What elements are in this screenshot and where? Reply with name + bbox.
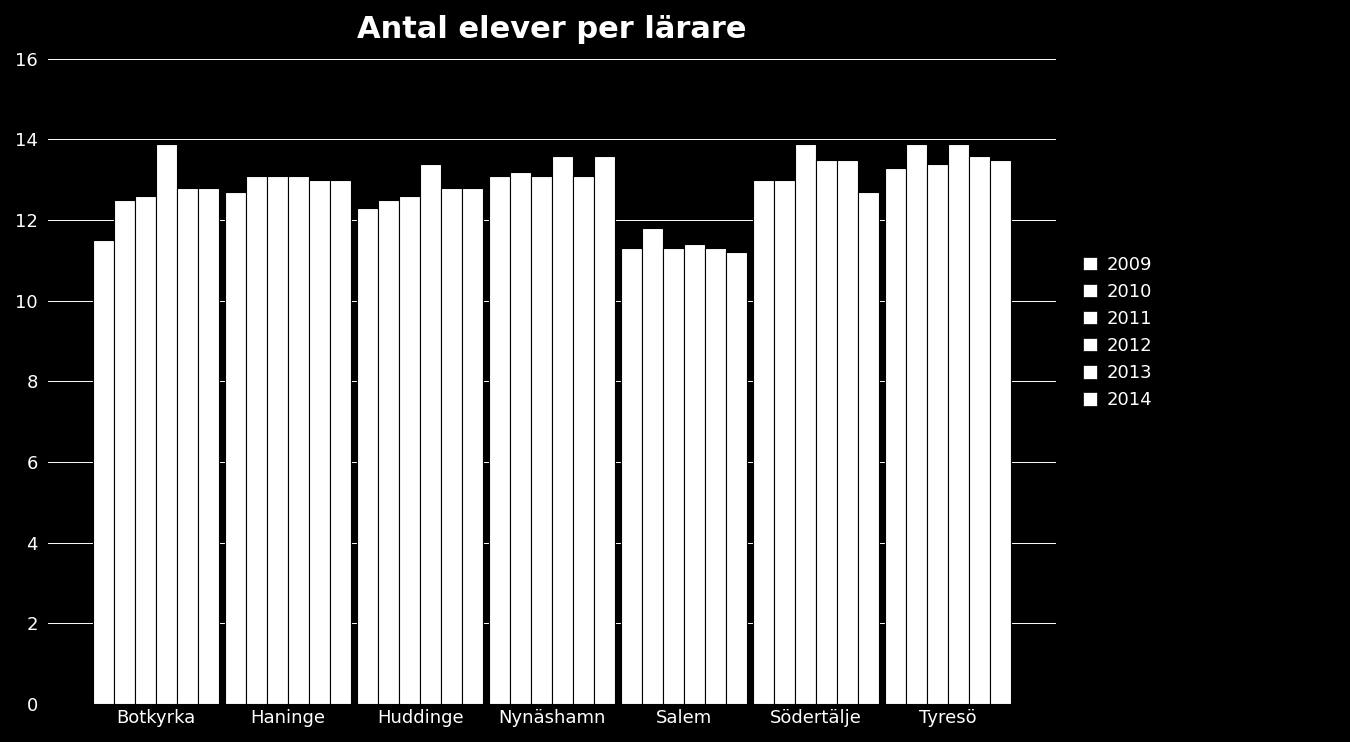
Bar bbox=[177, 188, 198, 704]
Bar bbox=[358, 208, 378, 704]
Bar bbox=[246, 176, 267, 704]
Title: Antal elever per lärare: Antal elever per lärare bbox=[358, 15, 747, 44]
Legend: 2009, 2010, 2011, 2012, 2013, 2014: 2009, 2010, 2011, 2012, 2013, 2014 bbox=[1076, 249, 1160, 416]
Bar bbox=[135, 196, 157, 704]
Bar bbox=[969, 156, 990, 704]
Bar bbox=[621, 249, 643, 704]
Bar bbox=[267, 176, 288, 704]
Bar bbox=[552, 156, 572, 704]
Bar bbox=[906, 143, 927, 704]
Bar bbox=[594, 156, 614, 704]
Bar bbox=[309, 180, 329, 704]
Bar bbox=[705, 249, 726, 704]
Bar bbox=[198, 188, 219, 704]
Bar bbox=[663, 249, 684, 704]
Bar bbox=[753, 180, 774, 704]
Bar bbox=[990, 160, 1011, 704]
Bar bbox=[93, 240, 115, 704]
Bar bbox=[489, 176, 510, 704]
Bar bbox=[774, 180, 795, 704]
Bar bbox=[684, 244, 705, 704]
Bar bbox=[441, 188, 462, 704]
Bar bbox=[157, 143, 177, 704]
Bar bbox=[948, 143, 969, 704]
Bar bbox=[726, 252, 747, 704]
Bar bbox=[225, 192, 246, 704]
Bar bbox=[288, 176, 309, 704]
Bar bbox=[857, 192, 879, 704]
Bar bbox=[531, 176, 552, 704]
Bar bbox=[378, 200, 400, 704]
Bar bbox=[510, 171, 531, 704]
Bar bbox=[420, 164, 441, 704]
Bar bbox=[815, 160, 837, 704]
Bar bbox=[329, 180, 351, 704]
Bar bbox=[795, 143, 815, 704]
Bar bbox=[462, 188, 483, 704]
Bar bbox=[572, 176, 594, 704]
Bar bbox=[643, 229, 663, 704]
Bar bbox=[837, 160, 857, 704]
Bar bbox=[886, 168, 906, 704]
Bar bbox=[115, 200, 135, 704]
Bar bbox=[927, 164, 948, 704]
Bar bbox=[400, 196, 420, 704]
